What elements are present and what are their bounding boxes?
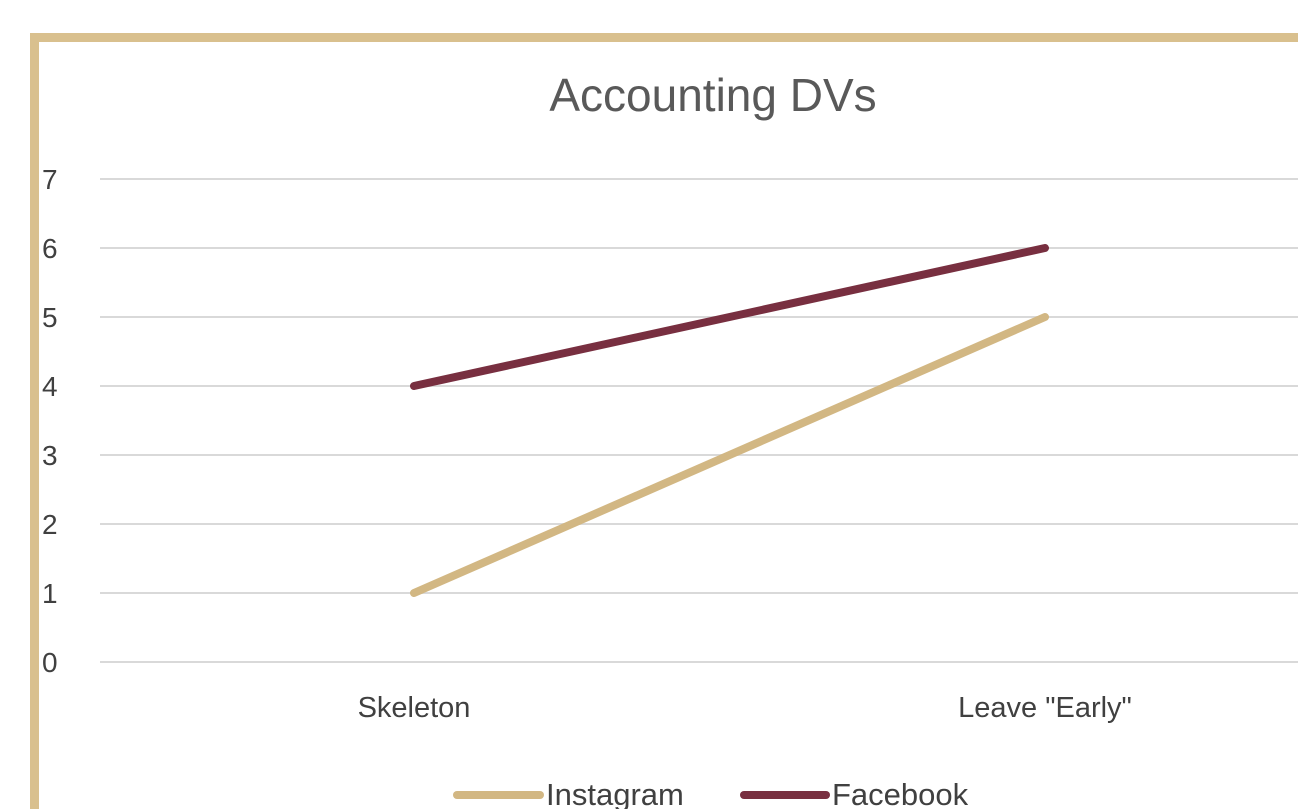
gridlines <box>100 178 1298 663</box>
frame-border-top <box>30 33 1298 42</box>
series-line-facebook <box>410 244 1049 390</box>
series-lines <box>410 244 1049 597</box>
y-tick-label: 4 <box>42 371 58 402</box>
y-tick-label: 1 <box>42 578 58 609</box>
y-axis-tick-labels: 0 1 2 3 4 5 6 7 <box>42 164 58 678</box>
y-tick-label: 5 <box>42 302 58 333</box>
y-tick-label: 2 <box>42 509 58 540</box>
legend-label: Facebook <box>832 777 969 809</box>
y-tick-label: 6 <box>42 233 58 264</box>
y-tick-label: 0 <box>42 647 58 678</box>
y-tick-label: 7 <box>42 164 58 195</box>
frame-border-left <box>30 33 39 809</box>
x-category-label: Leave "Early" <box>958 692 1132 724</box>
legend-label: Instagram <box>546 777 684 809</box>
series-line-instagram <box>410 313 1049 597</box>
legend: Instagram Facebook <box>453 777 969 809</box>
x-axis-category-labels: Skeleton Leave "Early" <box>358 692 1132 724</box>
y-tick-label: 3 <box>42 440 58 471</box>
x-category-label: Skeleton <box>358 692 471 724</box>
chart-title: Accounting DVs <box>549 69 876 121</box>
